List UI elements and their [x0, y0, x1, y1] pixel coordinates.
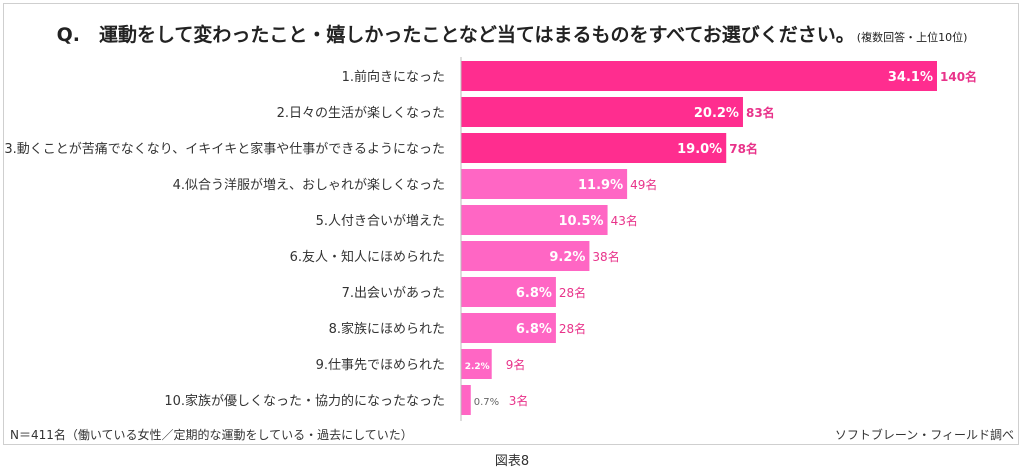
count-label: 78名 — [729, 141, 758, 156]
value-label: 20.2% — [694, 106, 739, 121]
count-label: 43名 — [611, 213, 638, 228]
count-label: 140名 — [940, 69, 977, 84]
category-label: 2.日々の生活が楽しくなった — [277, 105, 445, 121]
value-label: 0.7% — [474, 397, 499, 408]
count-label: 28名 — [559, 321, 586, 336]
category-label: 8.家族にほめられた — [329, 321, 445, 337]
value-label: 10.5% — [558, 214, 603, 229]
value-label: 9.2% — [549, 250, 585, 265]
count-label: 3名 — [509, 393, 529, 408]
value-label: 2.2% — [465, 362, 490, 372]
chart-title: Q. 運動をして変わったこと・嬉しかったことなど当てはまるものをすべてお選びくだ… — [0, 20, 1024, 47]
bar — [461, 385, 471, 415]
question-text: Q. 運動をして変わったこと・嬉しかったことなど当てはまるものをすべてお選びくだ… — [56, 24, 855, 46]
value-label: 34.1% — [888, 70, 933, 85]
category-label: 7.出会いがあった — [342, 286, 445, 301]
bar — [461, 277, 556, 307]
count-label: 38名 — [592, 249, 619, 264]
question-note: (複数回答・上位10位) — [856, 31, 968, 44]
value-label: 19.0% — [677, 142, 722, 157]
bar — [461, 205, 608, 235]
count-label: 28名 — [559, 285, 586, 300]
category-label: 4.似合う洋服が増え、おしゃれが楽しくなった — [173, 177, 445, 193]
chart-frame — [3, 3, 1019, 445]
sample-note: N＝411名（働いている女性／定期的な運動をしている・過去にしていた） — [10, 428, 413, 442]
bar — [461, 313, 556, 343]
value-label: 6.8% — [516, 322, 552, 337]
value-label: 6.8% — [516, 286, 552, 301]
source-note: ソフトブレーン・フィールド調べ — [834, 428, 1014, 442]
category-label: 10.家族が優しくなった・協力的になったなった — [164, 393, 445, 409]
bar — [461, 61, 937, 91]
bar — [461, 169, 628, 199]
figure-label: 図表8 — [494, 454, 530, 469]
category-label: 9.仕事先でほめられた — [316, 358, 445, 373]
count-label: 49名 — [630, 177, 657, 192]
bar — [461, 349, 492, 379]
bar — [461, 241, 590, 271]
category-label: 6.友人・知人にほめられた — [290, 249, 445, 265]
category-label: 1.前向きになった — [342, 69, 445, 85]
category-label: 3.動くことが苦痛でなくなり、イキイキと家事や仕事ができるようになった — [4, 141, 445, 157]
count-label: 83名 — [746, 105, 775, 120]
value-label: 11.9% — [578, 178, 623, 193]
bar — [461, 97, 743, 127]
category-label: 5.人付き合いが増えた — [316, 214, 445, 229]
bar — [461, 133, 727, 163]
count-label: 9名 — [506, 357, 526, 372]
